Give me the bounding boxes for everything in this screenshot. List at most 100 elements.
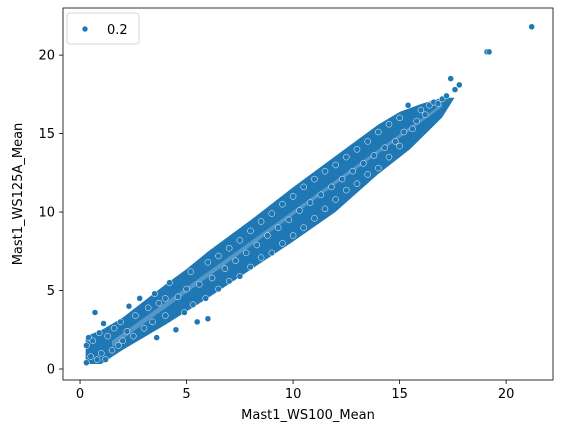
scatter-point <box>183 285 190 293</box>
scatter-point <box>364 171 371 178</box>
scatter-point <box>253 241 261 249</box>
scatter-point <box>225 244 233 252</box>
scatter-point <box>328 183 335 191</box>
scatter-point <box>360 160 367 167</box>
scatter-point <box>528 23 535 31</box>
scatter-point <box>110 324 118 332</box>
scatter-point <box>396 142 403 150</box>
scatter-point <box>311 175 318 183</box>
scatter-point <box>257 218 265 225</box>
scatter-point <box>306 199 314 206</box>
scatter-point <box>343 153 350 161</box>
scatter-point <box>125 302 133 310</box>
scatter-point <box>83 359 90 366</box>
scatter-point <box>321 167 329 175</box>
scatter-point <box>202 295 209 302</box>
scatter-point <box>95 329 103 337</box>
scatter-point <box>289 232 297 239</box>
scatter-point <box>189 301 197 308</box>
scatter-point <box>279 240 286 247</box>
scatter-point <box>236 237 244 244</box>
scatter-point <box>332 196 339 203</box>
scatter-point <box>104 332 111 340</box>
y-tick-label: 0 <box>47 363 55 378</box>
scatter-point <box>364 138 371 145</box>
scatter-point <box>285 216 293 224</box>
scatter-point <box>236 273 244 280</box>
scatter-point <box>385 120 393 128</box>
scatter-point <box>117 318 124 326</box>
scatter-point <box>174 293 182 301</box>
scatter-point <box>247 227 254 235</box>
scatter-point <box>166 279 173 286</box>
scatter-point <box>247 263 254 271</box>
y-tick-label: 10 <box>38 206 55 221</box>
y-tick-label: 5 <box>47 284 55 299</box>
legend-box <box>66 12 140 45</box>
scatter-point <box>375 128 382 136</box>
scatter-point <box>353 180 361 188</box>
plot-frame <box>62 7 554 381</box>
scatter-point <box>404 102 412 109</box>
scatter-point <box>215 252 222 260</box>
scatter-point <box>485 48 493 56</box>
y-axis-label: Mast1_WS125A_Mean <box>11 123 26 266</box>
scatter-point <box>396 114 403 122</box>
scatter-point <box>153 334 160 341</box>
scatter-point <box>264 232 271 239</box>
y-tick-label: 20 <box>38 49 55 64</box>
x-tick-label: 0 <box>76 387 84 402</box>
scatter-point <box>321 205 329 213</box>
scatter-point <box>193 318 201 326</box>
scatter-point <box>268 249 276 257</box>
scatter-point <box>451 86 459 93</box>
scatter-point <box>119 337 126 345</box>
scatter-points <box>83 23 535 366</box>
scatter-point <box>83 342 90 349</box>
scatter-point <box>196 281 203 288</box>
scatter-point <box>400 128 408 136</box>
scatter-point <box>421 111 429 118</box>
x-tick-label: 20 <box>498 387 515 402</box>
scatter-point <box>279 200 286 208</box>
y-tick-label: 15 <box>38 127 55 142</box>
scatter-point <box>242 249 250 257</box>
scatter-point <box>151 290 158 297</box>
scatter-point <box>296 207 303 214</box>
y-axis-ticks: 0 5 10 15 20 <box>38 49 63 378</box>
scatter-point <box>392 138 399 145</box>
scatter-point <box>332 161 339 169</box>
scatter-point <box>447 75 454 82</box>
scatter-point <box>108 346 116 354</box>
scatter-point <box>140 324 148 332</box>
scatter-point <box>162 312 169 319</box>
scatter-point <box>349 167 356 175</box>
x-tick-label: 15 <box>391 387 408 402</box>
scatter-point <box>300 224 307 231</box>
legend-marker <box>81 25 89 33</box>
scatter-point <box>181 309 188 316</box>
scatter-point <box>338 175 346 183</box>
scatter-point <box>381 144 388 151</box>
scatter-point <box>456 81 463 89</box>
scatter-point <box>144 304 152 312</box>
scatter-point <box>413 117 420 125</box>
scatter-point <box>132 312 139 319</box>
scatter-point <box>225 277 233 285</box>
legend-entry: 0.2 <box>107 23 128 38</box>
legend: 0.2 <box>66 12 140 45</box>
scatter-point <box>93 356 101 363</box>
scatter-point <box>343 186 350 194</box>
scatter-point <box>221 265 229 272</box>
scatter-point <box>274 224 282 231</box>
scatter-point <box>434 100 442 107</box>
scatter-point <box>130 332 137 340</box>
scatter-point <box>155 299 163 307</box>
x-axis-ticks: 0 5 10 15 20 <box>76 380 515 402</box>
scatter-point <box>98 350 105 357</box>
scatter-point <box>100 320 107 327</box>
scatter-point <box>268 210 276 217</box>
scatter-point <box>232 257 239 264</box>
scatter-point <box>375 164 382 172</box>
